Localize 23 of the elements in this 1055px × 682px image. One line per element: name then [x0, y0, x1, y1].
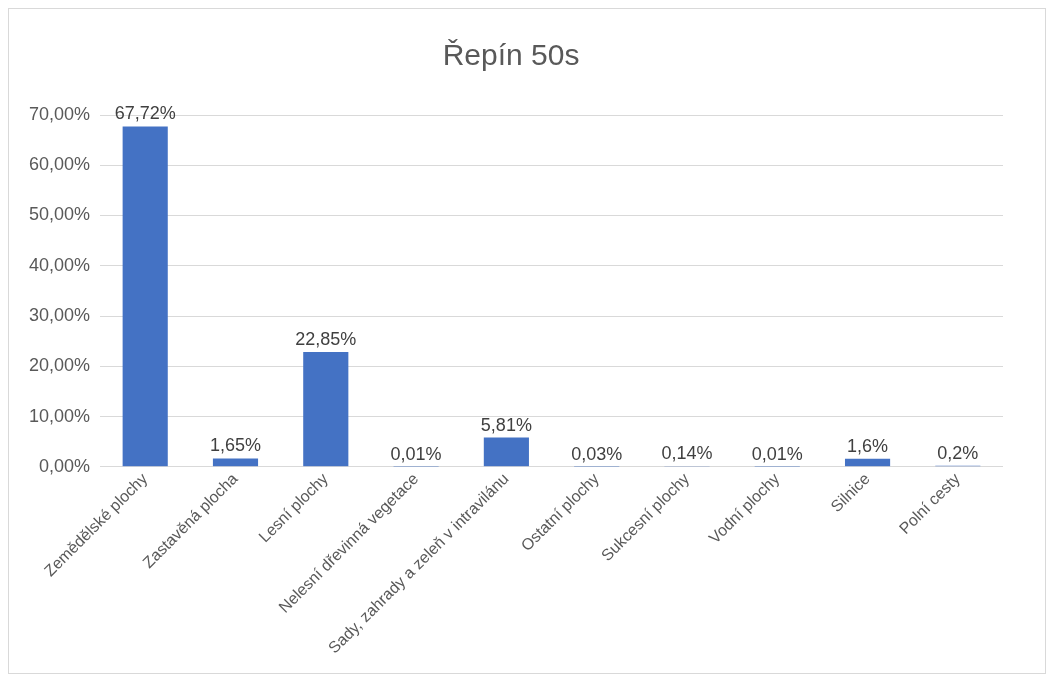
data-label: 0,2%	[937, 442, 979, 463]
data-label: 1,65%	[209, 435, 262, 456]
data-label: 5,81%	[480, 414, 532, 435]
y-tick-label: 50,00%	[28, 204, 91, 225]
bar	[483, 437, 529, 467]
y-tick-label: 0,00%	[39, 455, 91, 476]
data-label: 0,14%	[661, 443, 713, 464]
y-tick-label: 10,00%	[28, 405, 91, 426]
data-label: 67,72%	[114, 103, 176, 124]
data-label: 0,01%	[390, 443, 442, 464]
y-tick-label: 20,00%	[28, 355, 91, 376]
bar	[122, 126, 168, 467]
y-tick-label: 30,00%	[28, 305, 91, 325]
data-label: 1,6%	[847, 435, 889, 456]
y-tick-label: 60,00%	[28, 154, 91, 175]
data-label: 0,01%	[751, 443, 803, 464]
y-tick-label: 40,00%	[28, 254, 91, 275]
bar	[844, 458, 891, 467]
y-tick-label: 70,00%	[28, 103, 91, 124]
data-label: 0,03%	[571, 443, 623, 464]
bar	[303, 351, 349, 467]
chart-title: Řepín 50s	[442, 38, 580, 72]
data-label: 22,85%	[295, 328, 357, 349]
